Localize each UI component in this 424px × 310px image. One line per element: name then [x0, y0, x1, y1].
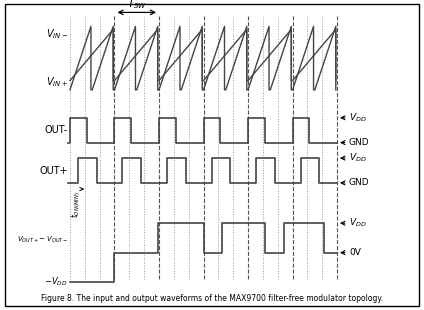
Text: GND: GND [349, 138, 370, 147]
Text: $V_{DD}$: $V_{DD}$ [349, 152, 367, 164]
Text: $-V_{DD}$: $-V_{DD}$ [45, 276, 68, 288]
Text: $V_{DD}$: $V_{DD}$ [349, 217, 367, 229]
Text: $T_{SW}$: $T_{SW}$ [127, 0, 147, 11]
Text: $V_{IN-}$: $V_{IN-}$ [46, 27, 68, 41]
Text: Figure 8. The input and output waveforms of the MAX9700 filter-free modulator to: Figure 8. The input and output waveforms… [41, 294, 383, 303]
Text: OUT-: OUT- [45, 125, 68, 135]
Text: 0V: 0V [349, 248, 361, 257]
Text: OUT+: OUT+ [39, 166, 68, 175]
Text: $V_{OUT+}$$-$ $V_{OUT-}$: $V_{OUT+}$$-$ $V_{OUT-}$ [17, 235, 68, 245]
Text: $V_{IN+}$: $V_{IN+}$ [46, 75, 68, 89]
Text: GND: GND [349, 178, 370, 188]
Text: $t_{ON(MIN)}$: $t_{ON(MIN)}$ [69, 191, 83, 218]
Text: $V_{DD}$: $V_{DD}$ [349, 112, 367, 124]
